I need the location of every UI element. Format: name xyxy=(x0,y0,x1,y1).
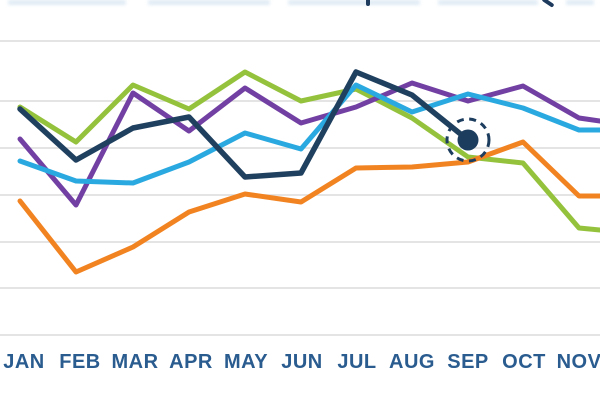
series-line-dark-navy xyxy=(17,69,471,180)
series-line-orange xyxy=(17,139,600,275)
series-line-green xyxy=(17,69,600,233)
highlight-ring xyxy=(445,117,491,163)
title-letter-descender xyxy=(366,0,370,6)
blurred-title-fragment xyxy=(8,0,126,5)
blurred-title-fragment xyxy=(148,0,270,5)
title-parenthesis-fragment xyxy=(541,0,555,8)
clipped-chart-title xyxy=(0,0,600,10)
blurred-title-fragment xyxy=(566,0,594,5)
blurred-title-fragment xyxy=(438,0,538,5)
blurred-title-fragment xyxy=(288,0,420,5)
highlight-dot xyxy=(457,129,479,151)
